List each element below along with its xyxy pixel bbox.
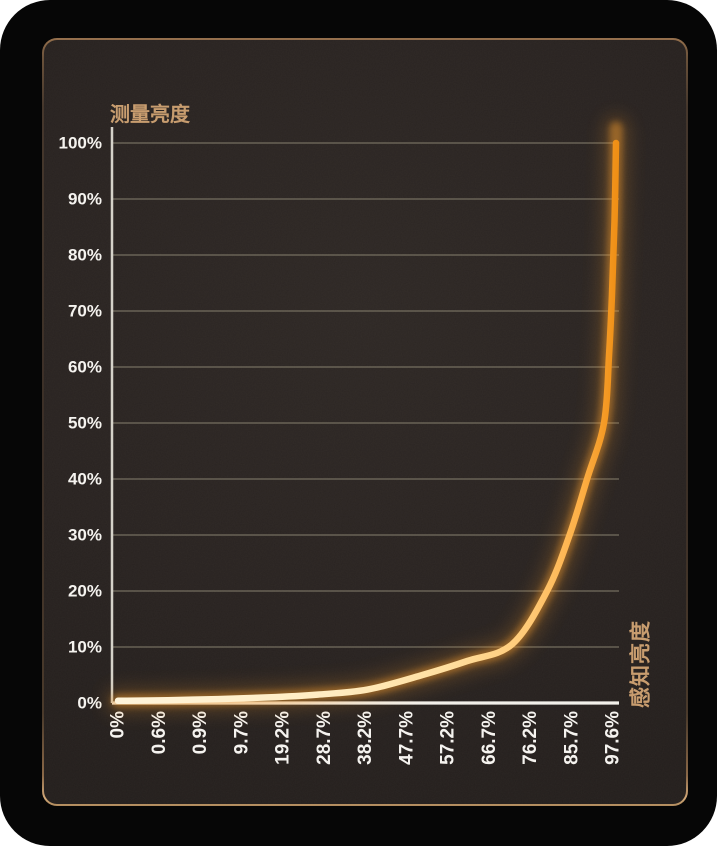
y-tick-label: 40% (68, 470, 102, 489)
x-tick-label: 76.2% (520, 711, 541, 765)
tick-labels-layer: 0% 10% 20% 30% 40% 50% 60% 70% 80% 90% 100% 0% 0.6% 0… (59, 134, 624, 765)
y-tick-label: 70% (68, 302, 102, 321)
x-tick-label: 66.7% (479, 711, 500, 765)
y-tick-label: 60% (68, 358, 102, 377)
chart-panel-border: 0% 10% 20% 30% 40% 50% 60% 70% 80% 90% 100% 0% 0.6% 0… (42, 38, 688, 806)
y-tick-label: 100% (59, 134, 102, 153)
x-tick-label: 28.7% (314, 711, 335, 765)
x-tick-label: 0% (108, 711, 129, 739)
x-tick-label: 38.2% (355, 711, 376, 765)
x-tick-label: 19.2% (273, 711, 294, 765)
y-tick-label: 30% (68, 526, 102, 545)
x-tick-label: 47.7% (396, 711, 417, 765)
x-tick-label: 97.6% (603, 711, 624, 765)
brightness-curve (114, 139, 620, 705)
gridlines-layer (112, 142, 619, 648)
y-tick-label: 50% (68, 414, 102, 433)
x-axis-title: 感知亮度 (629, 620, 653, 708)
y-tick-label: 20% (68, 582, 102, 601)
y-tick-label: 80% (68, 246, 102, 265)
curve-layer (104, 114, 630, 715)
x-tick-label: 85.7% (561, 711, 582, 765)
y-tick-label: 10% (68, 638, 102, 657)
y-tick-label: 90% (68, 190, 102, 209)
x-tick-label: 0.6% (149, 711, 170, 754)
chart-panel: 0% 10% 20% 30% 40% 50% 60% 70% 80% 90% 100% 0% 0.6% 0… (44, 40, 686, 804)
x-tick-label: 0.9% (190, 711, 211, 754)
y-tick-label: 0% (77, 694, 102, 713)
y-axis-title: 测量亮度 (110, 102, 191, 126)
brightness-curve-chart: 0% 10% 20% 30% 40% 50% 60% 70% 80% 90% 100% 0% 0.6% 0… (44, 40, 686, 804)
x-tick-label: 9.7% (231, 711, 252, 754)
x-tick-label: 57.2% (438, 711, 459, 765)
